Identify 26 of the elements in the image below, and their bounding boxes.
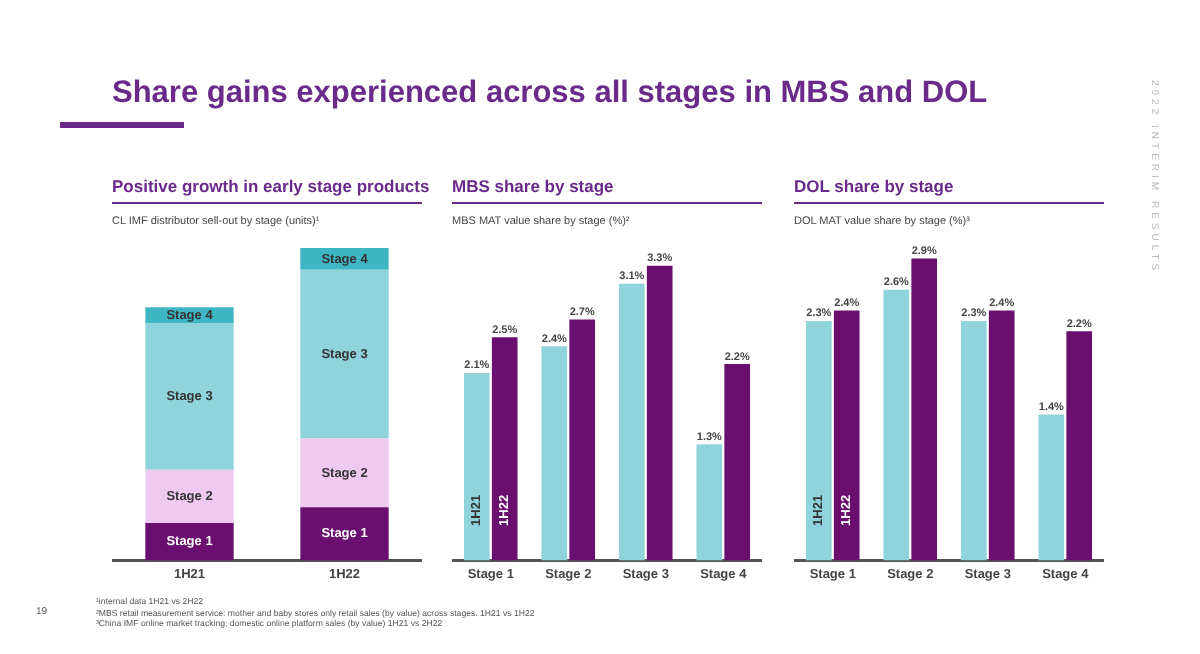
bar — [724, 364, 751, 561]
text: Share gains experienced across all stages in MBS and DOL — [112, 76, 988, 112]
bar — [300, 269, 389, 439]
bar — [569, 319, 596, 561]
bar — [541, 346, 568, 561]
bar — [145, 469, 234, 523]
bar — [696, 444, 723, 561]
bar — [1066, 331, 1093, 561]
bar — [960, 320, 987, 561]
bar — [646, 265, 673, 561]
bar — [911, 258, 938, 561]
bar — [1038, 414, 1065, 561]
bar — [300, 507, 389, 561]
bar — [145, 322, 234, 470]
bar — [491, 337, 518, 561]
bar — [463, 372, 490, 561]
chart-title: MBS share by stage — [452, 176, 762, 204]
bar — [618, 283, 645, 561]
chart-title: Positive growth in early stage products — [112, 176, 430, 200]
chart-title: DOL share by stage — [794, 176, 1104, 204]
bar — [145, 522, 234, 561]
bar — [883, 289, 910, 561]
bar — [988, 310, 1015, 561]
bar — [300, 438, 389, 508]
bar — [833, 310, 860, 561]
bar — [805, 320, 832, 561]
